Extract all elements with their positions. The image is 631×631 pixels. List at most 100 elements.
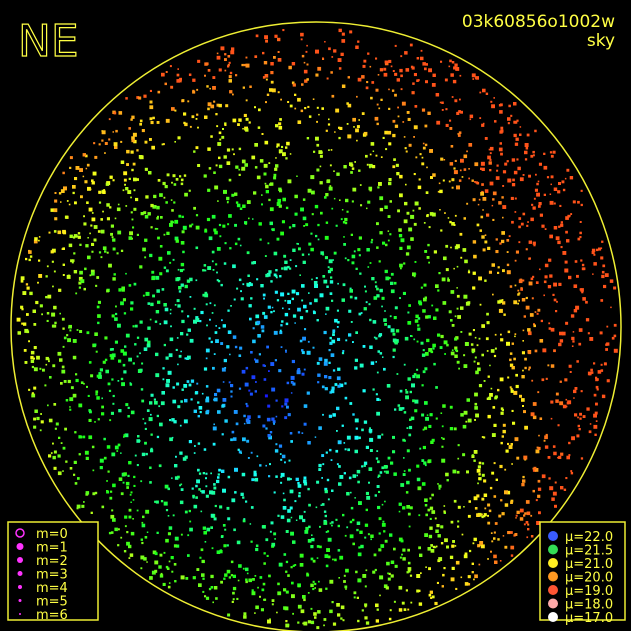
star (302, 216, 307, 221)
star (243, 422, 246, 425)
star (406, 571, 409, 574)
star (537, 308, 541, 312)
star (60, 189, 65, 193)
star (384, 539, 388, 543)
star (193, 206, 196, 210)
star (107, 470, 110, 473)
star (292, 564, 295, 567)
star (379, 594, 381, 597)
star (224, 242, 227, 245)
star (248, 282, 252, 285)
star (325, 221, 329, 224)
star (266, 417, 271, 422)
star (231, 498, 236, 503)
star (251, 478, 255, 482)
star (303, 61, 306, 64)
star (510, 545, 515, 550)
star (310, 620, 315, 625)
star (376, 411, 380, 416)
star (364, 290, 367, 293)
star (308, 115, 312, 118)
star (599, 331, 603, 335)
star (130, 118, 133, 121)
star (350, 491, 352, 494)
magnitude-marker (18, 585, 22, 589)
star (235, 422, 239, 426)
star (519, 394, 522, 398)
star (453, 427, 457, 431)
star (566, 239, 570, 243)
star (292, 314, 297, 318)
star (265, 190, 269, 194)
star (187, 355, 191, 360)
star (33, 367, 38, 372)
star (214, 393, 218, 397)
star (268, 198, 271, 202)
star (388, 107, 391, 110)
star (44, 384, 47, 387)
star (514, 142, 519, 146)
star (524, 512, 527, 515)
star (256, 278, 259, 281)
star (221, 433, 224, 436)
star (218, 156, 221, 160)
star (480, 167, 483, 170)
star (366, 248, 370, 252)
star (281, 320, 284, 323)
star (437, 289, 440, 292)
star (579, 231, 582, 235)
star (536, 182, 539, 186)
star (131, 115, 135, 119)
star (471, 454, 475, 458)
star (289, 267, 292, 270)
star (450, 290, 455, 294)
star (100, 218, 103, 221)
star (117, 325, 120, 328)
star (48, 231, 51, 234)
star (418, 602, 423, 606)
star (501, 512, 505, 516)
star (176, 79, 180, 83)
star (266, 93, 270, 96)
star (553, 349, 556, 353)
star (312, 559, 316, 563)
star (131, 168, 134, 172)
star (297, 621, 300, 624)
star (348, 333, 352, 337)
star (263, 552, 266, 555)
star (330, 149, 333, 151)
star (216, 479, 220, 484)
star (45, 275, 48, 278)
star (189, 527, 193, 532)
star (571, 345, 574, 347)
star (478, 198, 481, 201)
star (142, 515, 145, 519)
star (157, 179, 161, 182)
star (325, 129, 328, 132)
star (399, 556, 402, 559)
star (474, 336, 477, 339)
star (503, 313, 506, 316)
star (307, 340, 310, 343)
magnitude-legend-box (7, 521, 99, 621)
star (554, 504, 557, 508)
star (228, 75, 232, 79)
star (532, 241, 536, 245)
star (378, 182, 382, 186)
star (363, 59, 367, 63)
star (471, 348, 476, 353)
star (473, 537, 477, 542)
star (531, 379, 534, 382)
star (317, 381, 320, 384)
star (290, 392, 293, 394)
star (78, 281, 82, 285)
star (39, 367, 42, 370)
star (354, 358, 358, 362)
star (416, 340, 419, 343)
star (532, 150, 535, 154)
star (396, 78, 400, 82)
star (212, 442, 216, 446)
star (87, 394, 90, 397)
star (433, 250, 437, 254)
star (52, 442, 54, 445)
